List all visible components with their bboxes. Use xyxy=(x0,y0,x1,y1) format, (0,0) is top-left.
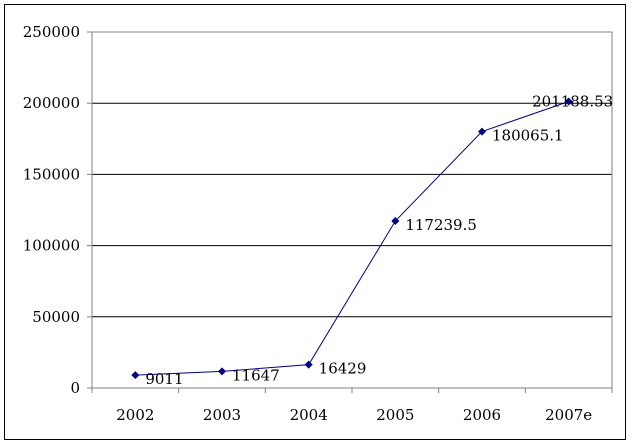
data-point-marker xyxy=(564,97,573,106)
x-tick-label: 2003 xyxy=(203,406,241,424)
data-label: 201188.53 xyxy=(532,93,613,111)
y-tick-label: 50000 xyxy=(32,308,80,326)
data-point-marker xyxy=(131,371,140,380)
x-tick-label: 2007e xyxy=(545,406,592,424)
data-point-marker xyxy=(304,360,313,369)
y-tick-label: 250000 xyxy=(23,23,80,41)
x-axis-ticks xyxy=(91,388,613,393)
data-point-marker xyxy=(478,127,486,136)
chart-frame xyxy=(4,4,626,440)
grid-lines xyxy=(87,31,612,389)
data-label: 11647 xyxy=(232,366,280,384)
y-axis-labels: 0 50000 100000 150000 200000 250000 xyxy=(23,23,80,397)
x-tick-label: 2004 xyxy=(290,406,328,424)
series-group xyxy=(131,97,573,380)
x-tick-label: 2005 xyxy=(376,406,414,424)
series-line xyxy=(135,101,569,376)
y-tick-label: 200000 xyxy=(23,94,80,112)
data-labels: 9011 11647 16429 117239.5 180065.1 201188.53 xyxy=(145,93,613,389)
data-label: 16429 xyxy=(319,360,367,378)
x-axis-labels: 2002 2003 2004 2005 2006 2007e xyxy=(116,406,592,424)
data-label: 9011 xyxy=(145,370,183,388)
y-tick-label: 150000 xyxy=(23,165,80,183)
data-label: 180065.1 xyxy=(492,127,564,145)
x-tick-label: 2002 xyxy=(116,406,154,424)
y-tick-label: 100000 xyxy=(23,237,80,255)
data-label: 117239.5 xyxy=(405,216,477,234)
data-point-marker xyxy=(391,217,400,226)
data-point-marker xyxy=(218,367,226,376)
plot-area xyxy=(91,31,613,389)
y-tick-label: 0 xyxy=(70,379,80,397)
x-tick-label: 2006 xyxy=(463,406,501,424)
